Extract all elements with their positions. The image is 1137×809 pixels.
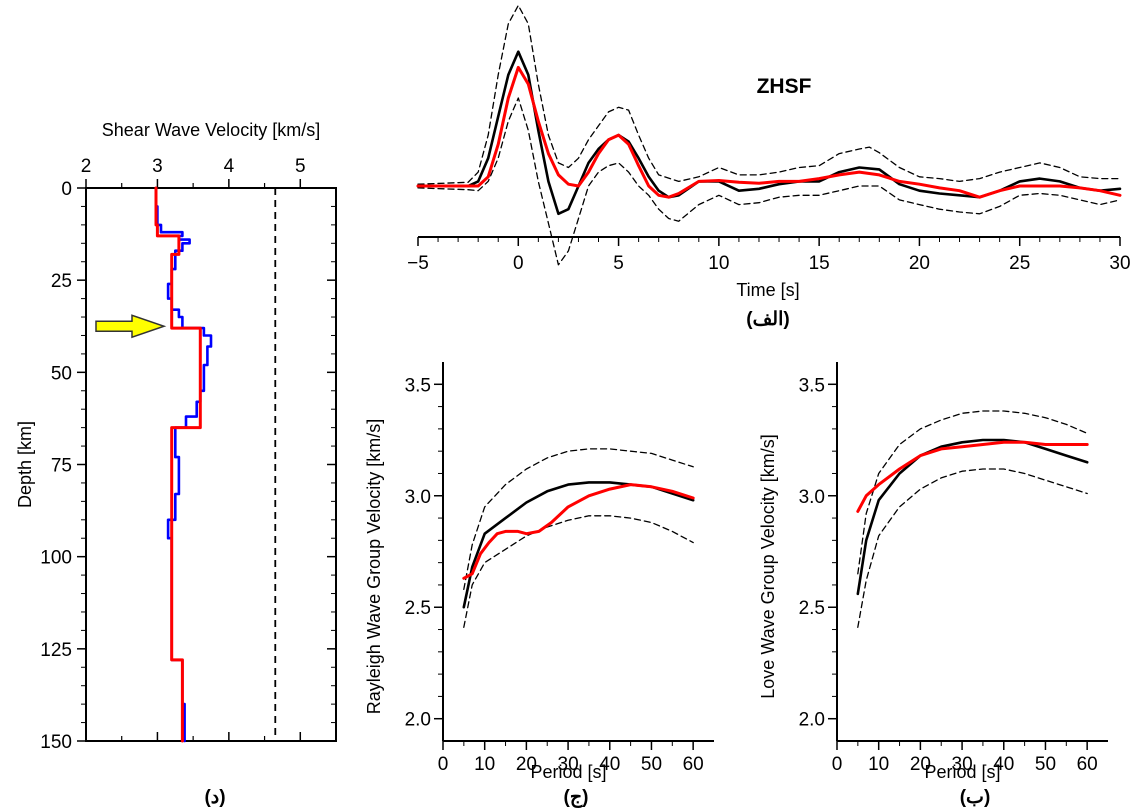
rf-series-2: [417, 97, 1121, 266]
love-ylabel: Love Wave Group Velocity [km/s]: [758, 434, 778, 698]
rayleigh-series-3: [462, 483, 695, 580]
love-ytick-label: 3.5: [799, 375, 825, 396]
rf-xtick-label: 30: [1109, 253, 1130, 274]
love-panel-label: (ب): [960, 787, 991, 808]
moho-arrow-icon: [95, 314, 167, 339]
vs-ylabel: Depth [km]: [15, 421, 35, 508]
vs-xlabel: Shear Wave Velocity [km/s]: [102, 120, 320, 140]
rf-panel-label: (الف): [746, 309, 789, 330]
rayleigh-xtick-label: 20: [516, 754, 537, 775]
love-xlabel: Period [s]: [924, 762, 1000, 782]
love-series-3: [856, 440, 1089, 513]
love-ytick-label: 3.0: [799, 487, 825, 508]
rf-xtick-label: 15: [809, 253, 830, 274]
vs-xtick-label: 2: [81, 156, 92, 177]
rayleigh-ytick-label: 2.5: [405, 598, 431, 619]
love-xtick-label: 50: [1035, 754, 1056, 775]
love-xtick-label: 0: [832, 754, 843, 775]
love-xtick-label: 60: [1077, 754, 1098, 775]
vs-xtick-label: 3: [152, 156, 163, 177]
rf-xtick-label: 20: [909, 253, 930, 274]
panel-rayleigh: 0 10 20 30 40 50 60 2.0 2.5 3.0 3.5 Period [s] Rayle…: [364, 362, 714, 808]
vs-series-0: [154, 186, 213, 743]
rf-xtick-label: −5: [407, 253, 429, 274]
vs-ytick-label: 50: [51, 363, 72, 384]
rayleigh-xtick-label: 60: [683, 754, 704, 775]
rf-xtick-label: 0: [513, 253, 524, 274]
rayleigh-xtick-label: 10: [474, 754, 495, 775]
rayleigh-series-2: [463, 515, 694, 628]
vs-ytick-label: 25: [51, 271, 72, 292]
rf-series-3: [416, 65, 1122, 199]
rayleigh-ytick-label: 3.5: [405, 375, 431, 396]
love-xtick-label: 10: [868, 754, 889, 775]
panel-love: 0 10 20 30 40 50 60 2.0 2.5 3.0 3.5 Period [s] Love …: [758, 362, 1108, 808]
love-xtick-label: 20: [910, 754, 931, 775]
vs-ytick-label: 150: [40, 732, 72, 753]
rayleigh-panel-label: (ج): [564, 787, 589, 808]
rayleigh-ytick-label: 2.0: [405, 710, 431, 731]
rayleigh-series-1: [463, 448, 694, 591]
rayleigh-xtick-label: 0: [438, 754, 449, 775]
love-ytick-label: 2.0: [799, 710, 825, 731]
rayleigh-xtick-label: 30: [558, 754, 579, 775]
rayleigh-xtick-label: 40: [599, 754, 620, 775]
rf-xtick-label: 25: [1009, 253, 1030, 274]
love-series-1: [857, 410, 1088, 575]
rayleigh-xtick-label: 50: [641, 754, 662, 775]
panel-rf: −5 0 5 10 15 20 25 30 ZHSF Time [s] (الف): [407, 4, 1131, 330]
rayleigh-xlabel: Period [s]: [530, 762, 606, 782]
rf-xlabel: Time [s]: [736, 280, 799, 300]
rf-series-1: [417, 4, 1121, 185]
vs-ytick-label: 0: [61, 179, 72, 200]
love-xtick-label: 30: [952, 754, 973, 775]
vs-ytick-label: 75: [51, 456, 72, 477]
vs-xtick-label: 4: [224, 156, 235, 177]
love-series-2: [857, 468, 1088, 628]
rf-title: ZHSF: [757, 75, 812, 98]
vs-ytick-label: 125: [40, 640, 72, 661]
vs-series-1: [154, 186, 202, 743]
rf-xtick-label: 10: [708, 253, 729, 274]
love-xtick-label: 40: [993, 754, 1014, 775]
vs-ytick-label: 100: [40, 548, 72, 569]
vs-xtick-label: 5: [295, 156, 306, 177]
love-series-0: [856, 438, 1089, 596]
vs-frame: [85, 187, 337, 742]
love-ytick-label: 2.5: [799, 598, 825, 619]
vs-panel-label: (د): [204, 787, 225, 808]
rayleigh-ytick-label: 3.0: [405, 487, 431, 508]
rayleigh-ylabel: Rayleigh Wave Group Velocity [km/s]: [364, 419, 384, 714]
rf-xtick-label: 5: [613, 253, 624, 274]
